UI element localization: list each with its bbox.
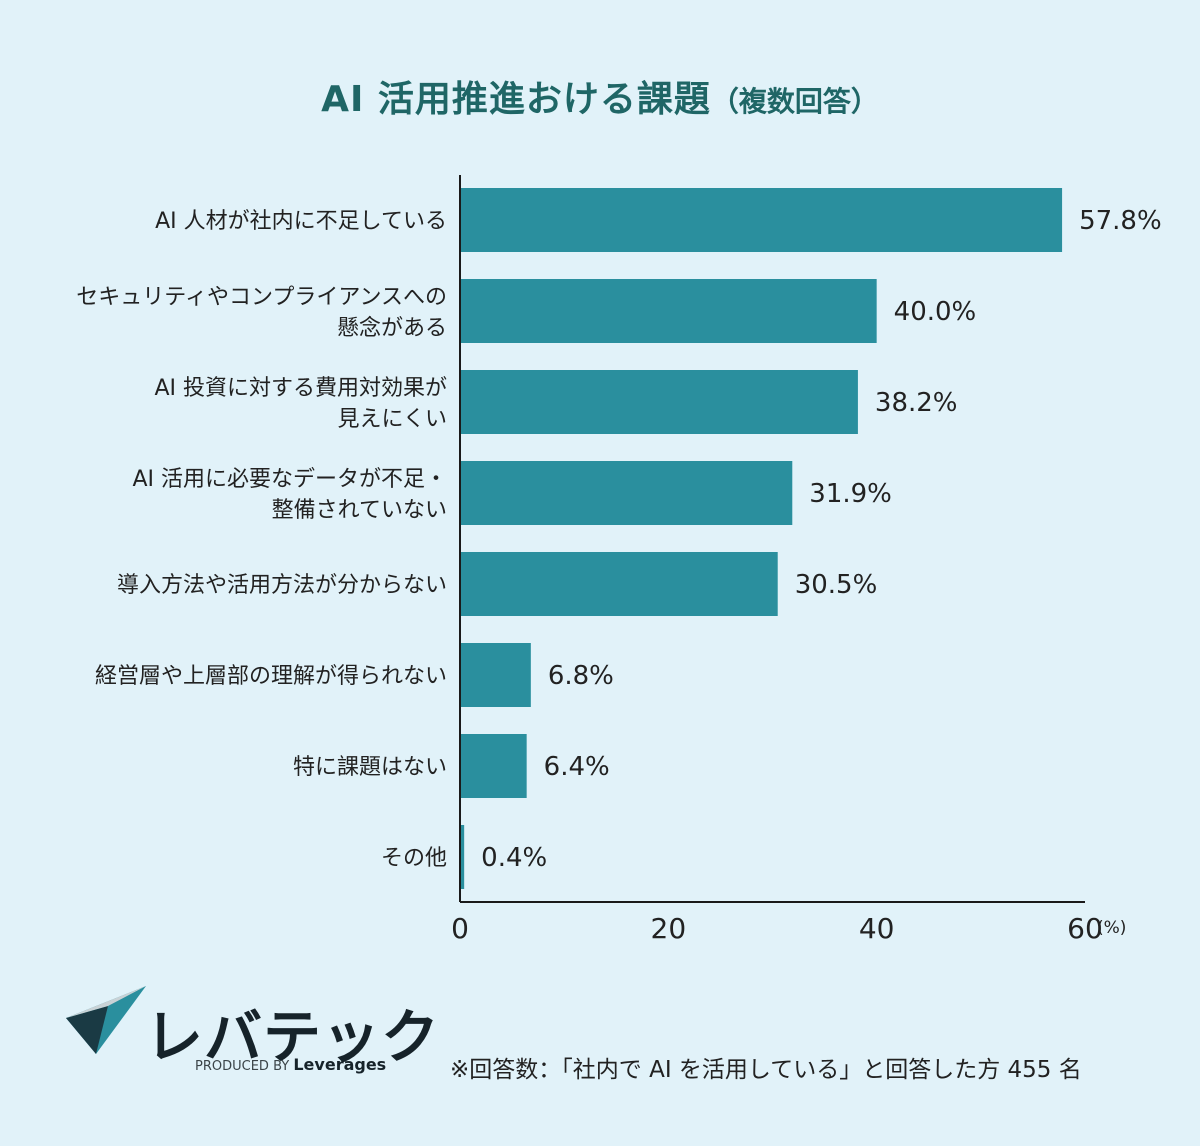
logo-mark-icon [66, 986, 146, 1060]
value-label-3: 31.9% [809, 479, 892, 509]
value-label-6: 6.4% [544, 752, 610, 782]
category-label-2-1: 見えにくい [337, 407, 447, 432]
x-unit-label: (%) [1097, 918, 1126, 938]
bar-4 [460, 552, 778, 616]
footnote: ※回答数：「社内で AI を活用している」と回答した方 455 名 [450, 1057, 1082, 1083]
value-label-1: 40.0% [894, 297, 977, 327]
category-label-0-0: AI 人材が社内に不足している [155, 209, 447, 234]
value-label-2: 38.2% [875, 388, 958, 418]
bar-0 [460, 188, 1063, 252]
category-label-2-0: AI 投資に対する費用対効果が [154, 376, 447, 401]
category-label-3-1: 整備されていない [272, 498, 447, 523]
value-label-5: 6.8% [548, 661, 614, 691]
value-label-4: 30.5% [795, 570, 878, 600]
category-label-1-1: 懸念がある [337, 316, 447, 341]
company-name: Leverages [293, 1055, 387, 1074]
x-tick-label-1: 20 [651, 912, 687, 945]
chart-title-suffix: （複数回答） [710, 85, 879, 118]
bar-6 [460, 734, 527, 798]
produced-by-label: PRODUCED BY [195, 1059, 290, 1074]
category-label-6-0: 特に課題はない [293, 755, 447, 780]
x-tick-label-3: 60 [1067, 912, 1103, 945]
value-label-0: 57.8% [1079, 206, 1162, 236]
bar-1 [460, 279, 877, 343]
bar-3 [460, 461, 793, 525]
category-label-4-0: 導入方法や活用方法が分からない [117, 573, 447, 598]
logo-produced-by: PRODUCED BY Leverages [195, 1055, 386, 1074]
chart-title: AI 活用推進おける課題（複数回答） [0, 70, 1200, 122]
value-label-7: 0.4% [481, 843, 547, 873]
category-label-3-0: AI 活用に必要なデータが不足・ [132, 467, 447, 492]
axes-group: 0 20 40 60(%) [451, 175, 1126, 945]
category-label-1-0: セキュリティやコンプライアンスへの [76, 285, 447, 310]
x-tick-label-0: 0 [451, 912, 469, 945]
bar-5 [460, 643, 531, 707]
logo-name: レバテック [145, 1003, 441, 1071]
bar-7 [460, 825, 465, 889]
bar-2 [460, 370, 858, 434]
category-label-7-0: その他 [381, 846, 447, 871]
bar-chart: 57.8% AI 人材が社内に不足している 40.0% セキュリティやコンプライアンス… [76, 175, 1162, 945]
category-label-5-0: 経営層や上層部の理解が得られない [95, 664, 447, 689]
bars-group: 57.8% AI 人材が社内に不足している 40.0% セキュリティやコンプライアンス… [76, 188, 1162, 889]
chart-title-main: AI 活用推進おける課題 [321, 79, 711, 120]
x-tick-label-2: 40 [859, 912, 895, 945]
